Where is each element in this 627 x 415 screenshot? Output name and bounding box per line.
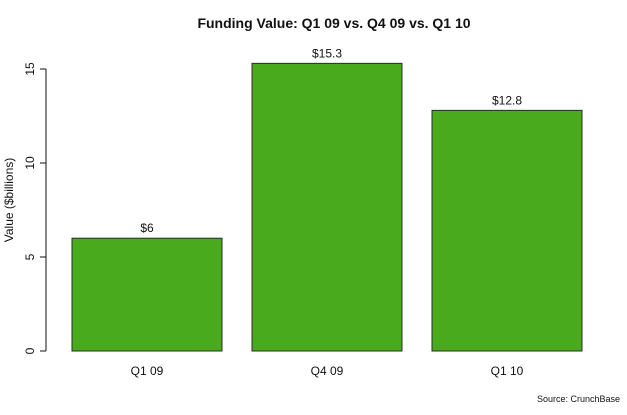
- bars-group: [71, 62, 583, 352]
- y-tick-label: 0: [23, 347, 37, 354]
- chart-title: Funding Value: Q1 09 vs. Q4 09 vs. Q1 10: [197, 15, 470, 31]
- y-axis-ticks: 0 5 10 15: [23, 62, 46, 354]
- data-label: $6: [140, 221, 154, 235]
- data-labels-group: $6 $15.3 $12.8: [140, 46, 522, 235]
- x-tick-label: Q1 10: [491, 364, 524, 378]
- source-note: Source: CrunchBase: [537, 394, 620, 404]
- data-label: $12.8: [492, 93, 522, 107]
- y-axis-title: Value ($billions): [2, 158, 16, 243]
- x-tick-label: Q1 09: [131, 364, 164, 378]
- bar: [71, 237, 223, 352]
- bar: [251, 62, 403, 352]
- x-axis-labels: Q1 09 Q4 09 Q1 10: [131, 364, 524, 378]
- y-tick-label: 5: [23, 253, 37, 260]
- y-tick-label: 15: [23, 62, 37, 76]
- bar: [431, 109, 583, 352]
- y-tick-label: 10: [23, 156, 37, 170]
- x-tick-label: Q4 09: [311, 364, 344, 378]
- data-label: $15.3: [312, 46, 342, 60]
